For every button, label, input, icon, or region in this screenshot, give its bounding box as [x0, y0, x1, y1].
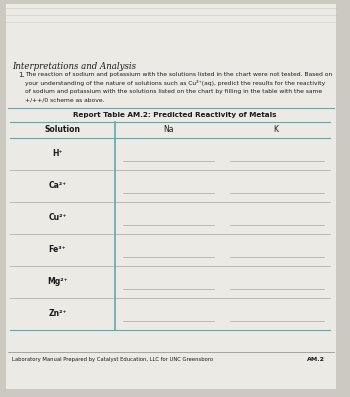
Text: 1.: 1.: [18, 72, 25, 78]
Text: AM.2: AM.2: [307, 357, 325, 362]
Text: Zn²⁺: Zn²⁺: [48, 310, 67, 318]
Text: Cu²⁺: Cu²⁺: [48, 214, 67, 222]
Text: Mg²⁺: Mg²⁺: [47, 278, 68, 287]
Text: Interpretations and Analysis: Interpretations and Analysis: [12, 62, 136, 71]
Text: Laboratory Manual Prepared by Catalyst Education, LLC for UNC Greensboro: Laboratory Manual Prepared by Catalyst E…: [12, 357, 213, 362]
Text: Ca²⁺: Ca²⁺: [48, 181, 66, 191]
Text: Solution: Solution: [44, 125, 80, 135]
Text: H⁺: H⁺: [52, 150, 63, 158]
Text: Report Table AM.2: Predicted Reactivity of Metals: Report Table AM.2: Predicted Reactivity …: [73, 112, 277, 118]
Text: Na: Na: [163, 125, 174, 135]
Text: Fe³⁺: Fe³⁺: [49, 245, 66, 254]
Text: your understanding of the nature of solutions such as Cu²⁺(aq), predict the resu: your understanding of the nature of solu…: [25, 81, 325, 87]
Text: of sodium and potassium with the solutions listed on the chart by filling in the: of sodium and potassium with the solutio…: [25, 89, 322, 94]
Text: K: K: [273, 125, 279, 135]
Text: +/++/0 scheme as above.: +/++/0 scheme as above.: [25, 98, 104, 102]
Text: The reaction of sodium and potassium with the solutions listed in the chart were: The reaction of sodium and potassium wit…: [25, 72, 332, 77]
